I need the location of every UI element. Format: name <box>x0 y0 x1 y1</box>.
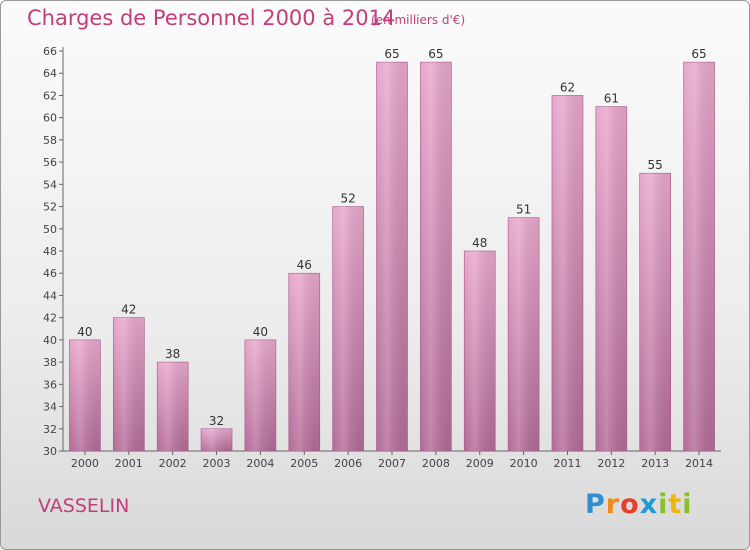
chart-title: Charges de Personnel 2000 à 2014 <box>27 6 396 30</box>
data-label: 65 <box>691 47 706 61</box>
bar-shine <box>376 62 408 451</box>
bar-shine <box>420 62 452 451</box>
y-tick-label: 56 <box>43 156 57 169</box>
data-label: 55 <box>648 158 663 172</box>
y-tick-label: 54 <box>43 178 57 191</box>
data-label: 52 <box>340 192 355 206</box>
y-tick-label: 48 <box>43 245 57 258</box>
bars <box>69 61 715 452</box>
bar-shine <box>157 362 189 451</box>
data-label: 46 <box>297 258 312 272</box>
logo-letter: t <box>668 489 683 520</box>
bar-shine <box>508 217 540 451</box>
y-tick-label: 62 <box>43 89 57 102</box>
chart-subtitle: (en milliers d'€) <box>371 13 466 27</box>
x-tick-label: 2005 <box>290 457 318 470</box>
x-tick-label: 2012 <box>597 457 625 470</box>
x-tick-label: 2011 <box>553 457 581 470</box>
logo-letter: P <box>585 489 606 520</box>
data-label: 42 <box>121 303 136 317</box>
y-tick-label: 36 <box>43 378 57 391</box>
data-label: 62 <box>560 80 575 94</box>
bar-shine <box>639 173 671 451</box>
data-label: 65 <box>428 47 443 61</box>
data-label: 40 <box>253 325 268 339</box>
data-label: 48 <box>472 236 487 250</box>
x-tick-label: 2010 <box>510 457 538 470</box>
y-tick-label: 40 <box>43 334 57 347</box>
labels: 40 2000 42 2001 38 2002 32 2003 40 2004 46 2005 52 20… <box>71 47 713 470</box>
y-tick-label: 50 <box>43 223 57 236</box>
bar-shine <box>595 106 627 452</box>
logo-letter: r <box>605 489 621 520</box>
x-tick-label: 2001 <box>115 457 143 470</box>
data-label: 61 <box>604 92 619 106</box>
x-tick-label: 2009 <box>466 457 494 470</box>
axes: 30 32 34 36 38 40 42 44 46 48 50 52 54 56 58 60 62 64 66 <box>43 45 721 458</box>
y-tick-label: 42 <box>43 312 57 325</box>
bar-shine <box>464 251 496 451</box>
bar-shine <box>551 95 583 451</box>
y-tick-label: 58 <box>43 134 57 147</box>
data-label: 51 <box>516 203 531 217</box>
bar-shine <box>244 339 276 451</box>
y-tick-label: 44 <box>43 289 57 302</box>
logo-letter: i <box>658 489 669 520</box>
x-tick-label: 2000 <box>71 457 99 470</box>
y-tick-label: 52 <box>43 201 57 214</box>
y-tick-label: 38 <box>43 356 57 369</box>
y-tick-label: 34 <box>43 401 57 414</box>
town-name: VASSELIN <box>38 495 130 517</box>
x-tick-label: 2008 <box>422 457 450 470</box>
data-label: 38 <box>165 347 180 361</box>
y-tick-label: 46 <box>43 267 57 280</box>
bar-shine <box>113 317 145 451</box>
x-tick-label: 2004 <box>246 457 274 470</box>
proxiti-logo: Proxiti <box>585 489 693 520</box>
y-tick-label: 30 <box>43 445 57 458</box>
data-label: 40 <box>77 325 92 339</box>
data-label: 32 <box>209 414 224 428</box>
x-tick-label: 2003 <box>203 457 231 470</box>
logo-letter: i <box>682 489 693 520</box>
bar-shine <box>69 339 101 451</box>
data-label: 65 <box>384 47 399 61</box>
x-tick-label: 2013 <box>641 457 669 470</box>
x-tick-label: 2014 <box>685 457 713 470</box>
x-tick-label: 2006 <box>334 457 362 470</box>
y-tick-label: 32 <box>43 423 57 436</box>
y-tick-label: 60 <box>43 112 57 125</box>
bar-shine <box>201 428 233 451</box>
y-tick-label: 66 <box>43 45 57 58</box>
x-tick-label: 2007 <box>378 457 406 470</box>
x-tick-label: 2002 <box>159 457 187 470</box>
bar-shine <box>683 62 715 451</box>
y-tick-label: 64 <box>43 67 57 80</box>
bar-shine <box>288 273 320 451</box>
logo-letter: x <box>639 489 659 520</box>
bar-shine <box>332 206 364 451</box>
logo-letter: o <box>620 489 640 520</box>
